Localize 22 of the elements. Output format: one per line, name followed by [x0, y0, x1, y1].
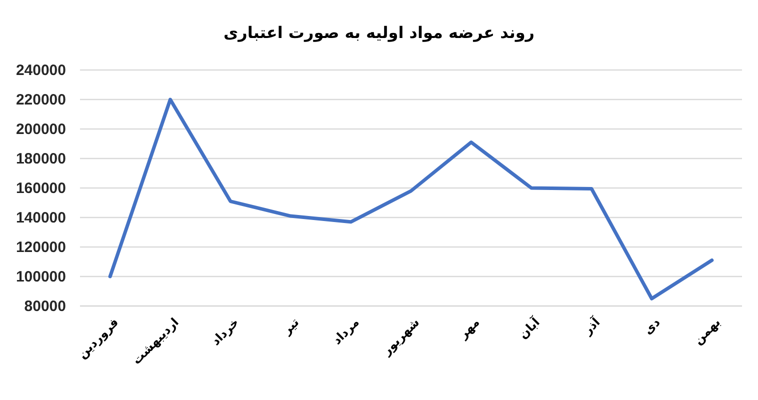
line-series: [108, 98, 714, 300]
x-tick-label: فروردین: [75, 315, 122, 362]
x-tick-label: تیر: [279, 315, 302, 338]
y-tick-label: 160000: [16, 180, 66, 197]
x-tick-label: دی: [640, 315, 663, 338]
x-tick-label: بهمن: [690, 315, 723, 348]
y-tick-label: 200000: [16, 120, 66, 138]
x-tick-label: مهر: [456, 315, 482, 342]
x-tick-label: اردیبهشت: [129, 315, 182, 368]
x-tick-label: شهریور: [378, 315, 422, 358]
y-tick-label: 80000: [24, 298, 66, 315]
y-tick-label: 140000: [16, 209, 66, 226]
x-tick-label: مرداد: [330, 315, 362, 348]
y-tick-label: 220000: [16, 91, 66, 108]
y-tick-label: 180000: [16, 150, 66, 168]
y-tick-label: 100000: [16, 268, 66, 286]
x-tick-label: آذر: [579, 314, 604, 338]
x-tick-label: آبان: [515, 314, 544, 342]
x-tick-label: خرداد: [208, 315, 242, 348]
chart-title: روند عرضه مواد اولیه به صورت اعتباری: [223, 23, 535, 42]
y-tick-label: 120000: [16, 238, 66, 256]
y-tick-label: 240000: [16, 62, 66, 79]
